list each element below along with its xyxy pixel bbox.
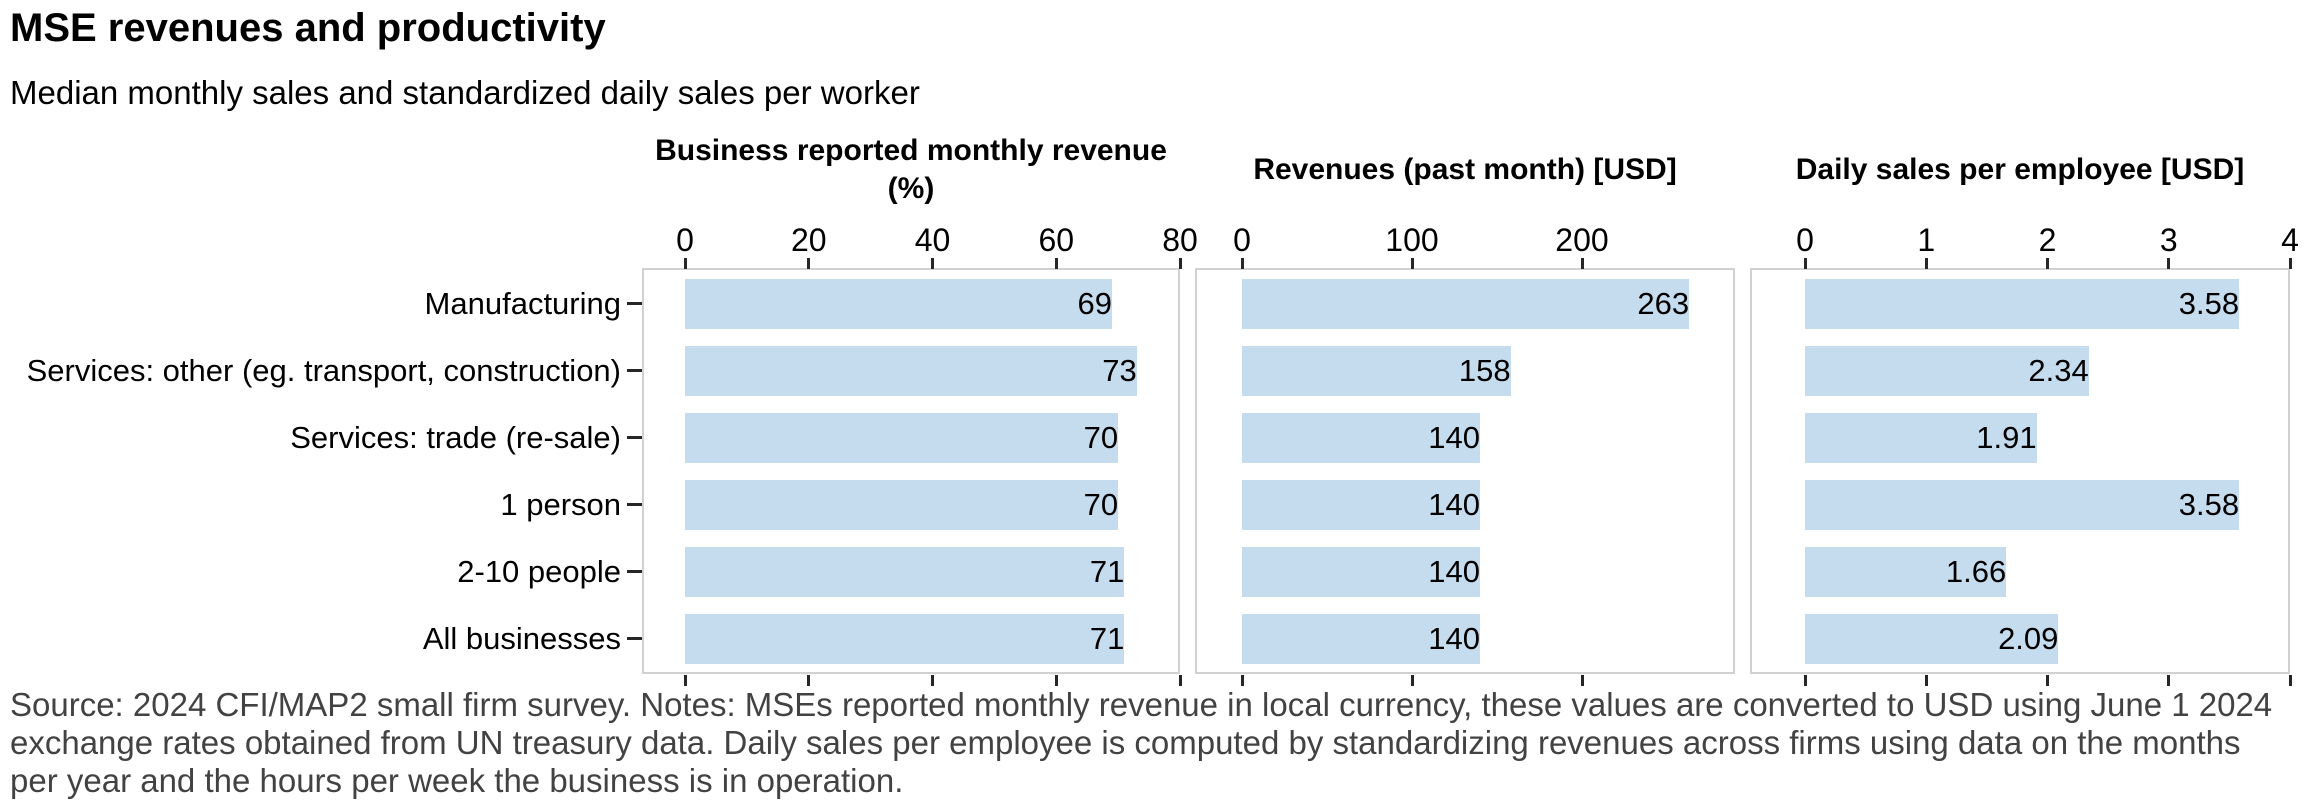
source-note: Source: 2024 CFI/MAP2 small firm survey.… — [10, 686, 2273, 799]
chart-subtitle: Median monthly sales and standardized da… — [10, 74, 920, 111]
bar — [1242, 479, 1480, 530]
x-axis-tick-mark — [2288, 675, 2292, 686]
bar-value-label: 71 — [1089, 620, 1125, 656]
x-axis-tick-mark — [1240, 258, 1244, 269]
x-axis-tick-mark — [2288, 258, 2292, 269]
bar-value-label: 71 — [1089, 553, 1125, 589]
y-axis-tick-mark — [627, 302, 642, 305]
bar-value-label: 3.58 — [2178, 285, 2240, 321]
bar — [1805, 479, 2240, 530]
bar — [1805, 546, 2007, 597]
x-axis-tick-mark — [683, 258, 687, 269]
bar-value-label: 140 — [1428, 553, 1480, 589]
x-axis-tick-label: 3 — [2159, 222, 2178, 258]
x-axis-tick-mark — [683, 675, 687, 686]
bar-value-label: 140 — [1428, 620, 1480, 656]
x-axis-tick-label: 1 — [1917, 222, 1936, 258]
bar-value-label: 1.91 — [1976, 419, 2037, 455]
x-axis-tick-label: 100 — [1385, 222, 1439, 258]
panel-title: Revenues (past month) [USD] — [1253, 153, 1677, 186]
bar-value-label: 140 — [1428, 486, 1480, 522]
bar-value-label: 69 — [1077, 285, 1112, 321]
x-axis-tick-mark — [1803, 258, 1807, 269]
x-axis-tick-label: 80 — [1162, 222, 1198, 258]
category-label: 1 person — [500, 486, 621, 522]
x-axis-tick-mark — [1803, 675, 1807, 686]
bar — [1242, 345, 1511, 396]
x-axis-tick-label: 20 — [790, 222, 827, 258]
x-axis-tick-mark — [1924, 675, 1928, 686]
x-axis-tick-label: 0 — [1233, 222, 1251, 258]
x-axis-tick-mark — [1410, 675, 1414, 686]
bar — [1805, 613, 2059, 664]
bar-value-label: 140 — [1428, 419, 1480, 455]
x-axis-tick-label: 200 — [1555, 222, 1609, 258]
bar-value-label: 73 — [1102, 352, 1137, 388]
bar — [1805, 412, 2037, 463]
bar — [685, 613, 1125, 664]
x-axis-tick-label: 0 — [1796, 222, 1814, 258]
bar-value-label: 2.09 — [1998, 620, 2059, 656]
bar — [1242, 412, 1480, 463]
x-axis-tick-mark — [1580, 258, 1584, 269]
x-axis-tick-mark — [2167, 675, 2171, 686]
bar — [685, 278, 1112, 329]
x-axis-tick-mark — [1410, 258, 1414, 269]
x-axis-tick-label: 0 — [676, 222, 694, 258]
x-axis-tick-label: 60 — [1038, 222, 1075, 258]
bar — [1805, 345, 2089, 396]
plot-panel — [1195, 268, 1735, 674]
y-axis-tick-mark — [627, 369, 642, 372]
bar-value-label: 263 — [1637, 285, 1690, 321]
category-label: Manufacturing — [424, 285, 621, 321]
bar — [685, 412, 1119, 463]
bar-value-label: 1.66 — [1945, 553, 2007, 589]
bar-value-label: 70 — [1083, 419, 1119, 455]
bar — [1242, 613, 1480, 664]
y-axis-tick-mark — [627, 637, 642, 640]
bar-value-label: 158 — [1458, 352, 1511, 388]
x-axis-tick-mark — [931, 258, 934, 269]
y-axis-tick-mark — [627, 503, 642, 506]
x-axis-tick-label: 4 — [2281, 222, 2299, 258]
bar — [1242, 546, 1480, 597]
bar — [1242, 278, 1690, 329]
bar-value-label: 2.34 — [2028, 352, 2089, 388]
x-axis-tick-mark — [807, 675, 811, 686]
x-axis-tick-mark — [1924, 258, 1928, 269]
x-axis-tick-label: 40 — [914, 222, 951, 258]
x-axis-tick-mark — [1178, 258, 1182, 269]
x-axis-tick-mark — [807, 258, 811, 269]
x-axis-tick-mark — [1580, 675, 1584, 686]
panel-title: Daily sales per employee [USD] — [1795, 153, 2245, 186]
y-axis-tick-mark — [627, 570, 642, 573]
category-label: 2-10 people — [457, 553, 621, 589]
x-axis-tick-mark — [1054, 258, 1058, 269]
x-axis-tick-mark — [2046, 675, 2049, 686]
x-axis-tick-mark — [1178, 675, 1182, 686]
plot-panel — [642, 268, 1180, 674]
category-label: All businesses — [422, 620, 621, 656]
bar-value-label: 70 — [1083, 486, 1119, 522]
x-axis-tick-mark — [1240, 675, 1244, 686]
bar — [1805, 278, 2240, 329]
y-axis-tick-mark — [627, 436, 642, 439]
x-axis-tick-mark — [931, 675, 934, 686]
bar — [685, 546, 1125, 597]
x-axis-tick-mark — [2167, 258, 2171, 269]
x-axis-tick-mark — [1054, 675, 1058, 686]
x-axis-tick-label: 2 — [2038, 222, 2057, 258]
category-label: Services: trade (re-sale) — [290, 419, 621, 455]
category-label: Services: other (eg. transport, construc… — [26, 352, 621, 388]
chart-title: MSE revenues and productivity — [10, 6, 606, 50]
x-axis-tick-mark — [2046, 258, 2049, 269]
bar-value-label: 3.58 — [2178, 486, 2240, 522]
plot-panel — [1750, 268, 2290, 674]
bar — [685, 479, 1119, 530]
panel-title: Business reported monthly revenue (%) — [655, 134, 1167, 205]
bar — [685, 345, 1137, 396]
